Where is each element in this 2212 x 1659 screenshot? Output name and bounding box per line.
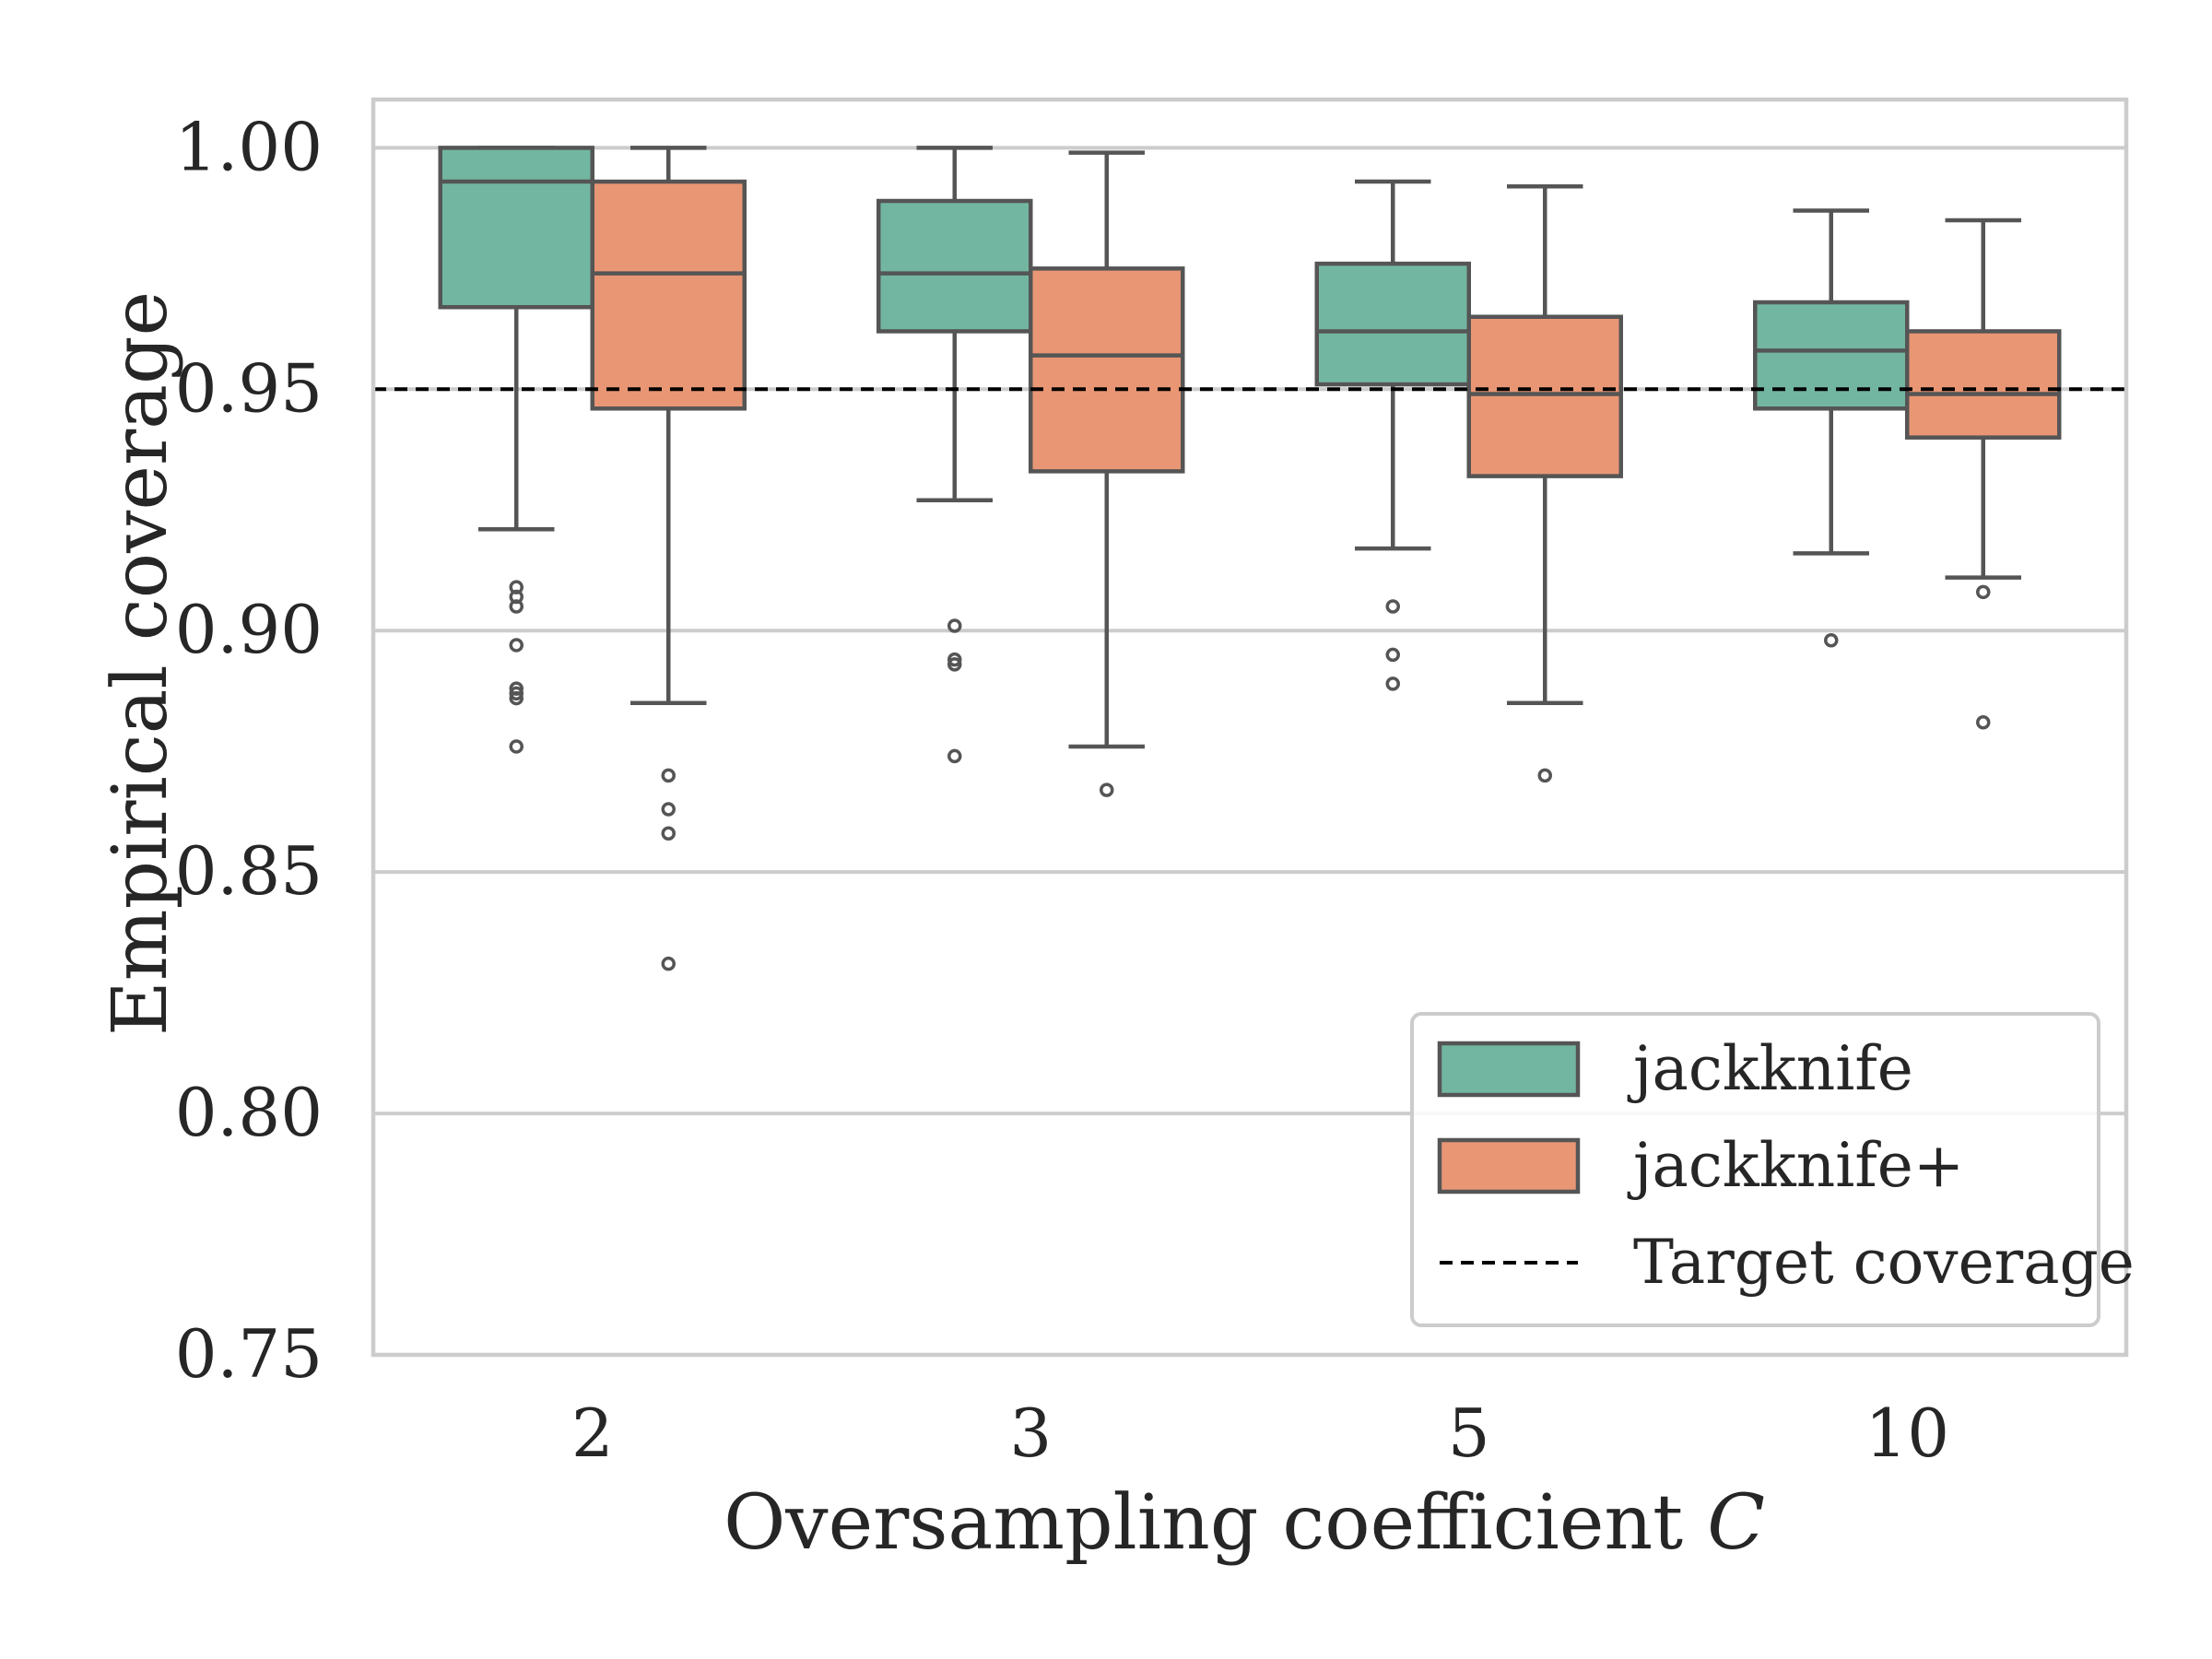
outlier-point <box>947 618 962 633</box>
y-tick-label: 0.90 <box>175 591 323 668</box>
outlier-point <box>947 657 962 672</box>
outlier-point <box>947 748 962 764</box>
box-groups <box>438 146 2062 971</box>
box-iqr <box>877 198 1033 334</box>
outlier-point <box>509 690 524 706</box>
legend-frame <box>1410 1012 2100 1327</box>
box-iqr <box>590 179 747 411</box>
x-tick-labels: 2 3 5 10 <box>571 1394 1949 1472</box>
legend: jackknife jackknife+ Target coverage <box>1410 1012 2135 1327</box>
outlier-point <box>509 686 524 701</box>
box-group <box>877 146 1033 764</box>
box-group <box>1466 184 1623 783</box>
box-iqr <box>1466 314 1623 478</box>
box-iqr <box>1029 266 1185 474</box>
outlier-point <box>661 956 676 971</box>
x-tick-label: 5 <box>1448 1394 1490 1472</box>
y-tick-labels: 0.75 0.80 0.85 0.90 0.95 1.00 <box>175 108 323 1393</box>
y-tick-label: 0.85 <box>175 832 323 910</box>
box-group <box>1905 218 2062 730</box>
legend-label: Target coverage <box>1633 1227 2135 1298</box>
y-tick-label: 0.75 <box>175 1315 323 1393</box>
outlier-point <box>1385 677 1400 691</box>
outlier-point <box>661 826 676 841</box>
outlier-point <box>509 599 524 614</box>
outlier-point <box>1824 632 1839 648</box>
box-group <box>1029 150 1185 797</box>
outlier-point <box>1537 768 1552 783</box>
legend-label: jackknife+ <box>1627 1130 1964 1201</box>
box-iqr <box>1314 261 1471 387</box>
box-group <box>590 146 747 971</box>
plot-frame <box>371 97 2129 1358</box>
box-group <box>1314 179 1471 691</box>
y-tick-label: 0.95 <box>175 349 323 427</box>
outlier-point <box>509 638 524 653</box>
outlier-point <box>1100 782 1114 797</box>
outlier-point <box>1385 599 1400 614</box>
outlier-point <box>1976 715 1991 730</box>
x-tick-label: 3 <box>1009 1394 1052 1472</box>
y-tick-label: 0.80 <box>175 1074 323 1151</box>
x-tick-label: 10 <box>1865 1394 1949 1472</box>
outlier-point <box>1385 647 1400 663</box>
y-axis-label: Empirical coverage <box>97 291 184 1036</box>
outlier-point <box>509 739 524 754</box>
outlier-point <box>947 652 962 667</box>
y-tick-label: 1.00 <box>175 108 323 185</box>
box-iqr <box>1905 329 2062 440</box>
outlier-point <box>661 768 676 783</box>
legend-swatch <box>1437 1041 1581 1098</box>
box-group <box>438 146 594 754</box>
outlier-point <box>661 802 676 817</box>
legend-swatch <box>1437 1137 1581 1194</box>
box-iqr <box>438 146 594 310</box>
legend-label: jackknife <box>1627 1033 1913 1104</box>
x-axis-label: Oversampling coefficient C <box>724 1479 1765 1567</box>
outlier-point <box>1976 584 1991 600</box>
x-tick-label: 2 <box>571 1394 614 1472</box>
box-iqr <box>1753 300 1910 411</box>
